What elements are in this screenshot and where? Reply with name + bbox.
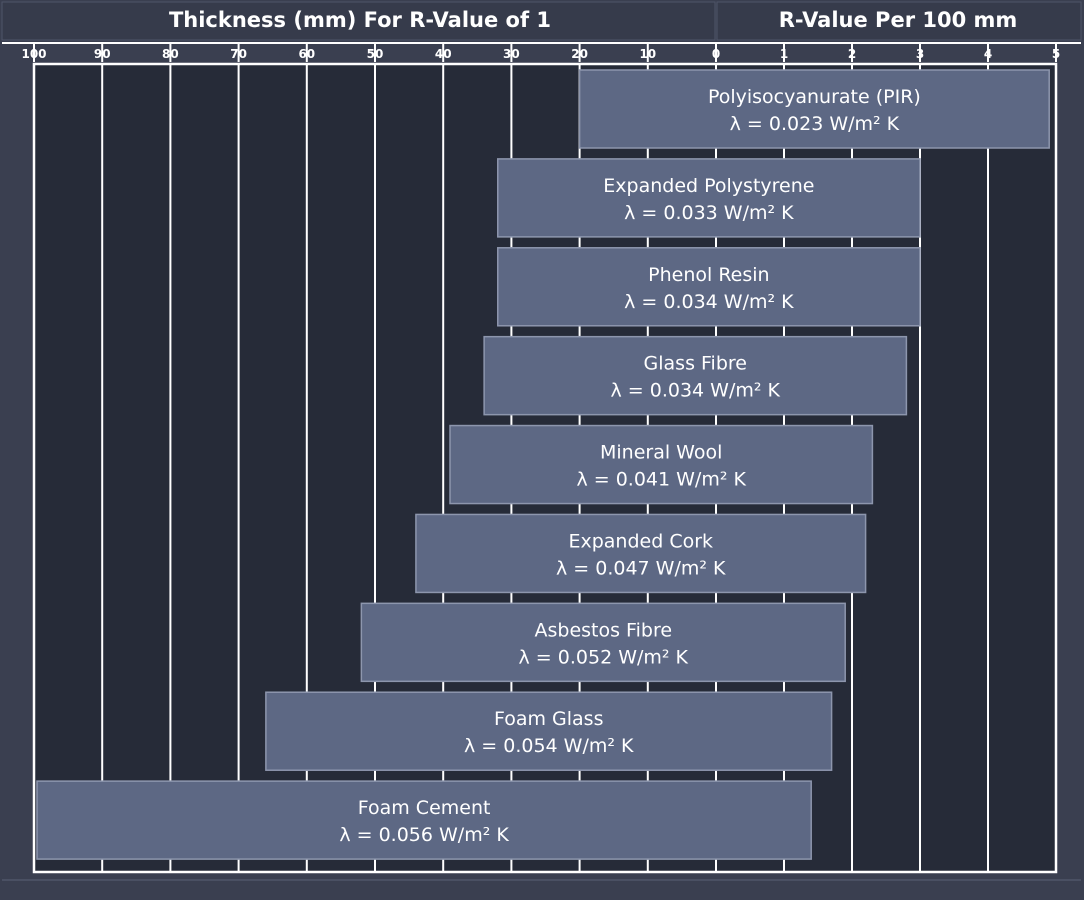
tick-label-left-50: 50: [367, 47, 384, 61]
tick-label-right-5: 5: [1052, 47, 1060, 61]
bar-label-material: Polyisocyanurate (PIR): [708, 86, 921, 108]
bar-group-6: Expanded Cork λ = 0.047 W/m² K: [415, 513, 867, 594]
bar-group-9: Foam Cement λ = 0.056 W/m² K: [36, 780, 812, 860]
tick-label-left-70: 70: [230, 47, 247, 61]
bar-group-8: Foam Glass λ = 0.054 W/m² K: [265, 691, 833, 771]
tick-label-right-1: 1: [780, 47, 788, 61]
bar-group-2: Expanded Polystyrene λ = 0.033 W/m² K: [497, 158, 921, 238]
bar-label-material: Phenol Resin: [648, 264, 769, 286]
bar-group-5: Mineral Wool λ = 0.041 W/m² K: [449, 424, 874, 505]
tick-rule: [2, 42, 1081, 44]
tick-label-left-20: 20: [571, 47, 588, 61]
bar-label-lambda: λ = 0.033 W/m² K: [624, 202, 794, 224]
bar: [578, 69, 1050, 149]
bar: [497, 247, 921, 327]
bar-label-lambda: λ = 0.034 W/m² K: [611, 380, 781, 402]
bar-label-material: Expanded Polystyrene: [603, 175, 814, 197]
tick-label-left-30: 30: [503, 47, 520, 61]
bar: [360, 602, 846, 683]
bar-label-lambda: λ = 0.052 W/m² K: [519, 646, 689, 668]
bar-label-lambda: λ = 0.056 W/m² K: [339, 824, 509, 846]
left-axis-title: Thickness (mm) For R-Value of 1: [169, 8, 551, 32]
bar: [415, 513, 867, 594]
tick-label-left-80: 80: [162, 47, 179, 61]
bar: [265, 691, 833, 771]
bar-label-lambda: λ = 0.034 W/m² K: [624, 291, 794, 313]
bar-group-3: Phenol Resin λ = 0.034 W/m² K: [497, 247, 921, 327]
bar-label-lambda: λ = 0.047 W/m² K: [556, 557, 726, 579]
bar-label-material: Asbestos Fibre: [535, 619, 673, 641]
bar: [497, 158, 921, 238]
bar: [483, 335, 908, 416]
tick-label-right-3: 3: [916, 47, 924, 61]
bar-label-material: Expanded Cork: [568, 530, 713, 552]
bar-label-material: Glass Fibre: [644, 353, 747, 375]
bar-group-4: Glass Fibre λ = 0.034 W/m² K: [483, 335, 908, 416]
tick-label-left-60: 60: [298, 47, 315, 61]
tick-label-left-90: 90: [94, 47, 111, 61]
bar-label-material: Mineral Wool: [600, 442, 722, 464]
tick-label-left-100: 100: [21, 47, 46, 61]
left-header-box: [1, 1, 716, 41]
bar: [36, 780, 812, 860]
tick-label-right-2: 2: [848, 47, 856, 61]
plot-border: [32, 62, 1058, 874]
bar-label-lambda: λ = 0.054 W/m² K: [464, 735, 634, 757]
right-axis-title: R-Value Per 100 mm: [779, 8, 1018, 32]
tick-label-left-40: 40: [435, 47, 452, 61]
tick-labels: 100 90 80 70 60 50 40 30 20 10 0 1 2 3 4 5: [21, 47, 1060, 61]
bottom-rule: [2, 879, 1081, 881]
tick-label-left-10: 10: [639, 47, 656, 61]
bar-group-1: Polyisocyanurate (PIR) λ = 0.023 W/m² K: [578, 69, 1050, 149]
bar-label-lambda: λ = 0.023 W/m² K: [730, 113, 900, 135]
bar: [449, 424, 874, 505]
bars: Polyisocyanurate (PIR) λ = 0.023 W/m² K Ex…: [36, 69, 1050, 860]
tick-label-left-0: 0: [712, 47, 720, 61]
tick-label-right-4: 4: [984, 47, 992, 61]
bar-label-material: Foam Cement: [358, 797, 491, 819]
right-header-box: [716, 1, 1082, 41]
bar-group-7: Asbestos Fibre λ = 0.052 W/m² K: [360, 602, 846, 683]
bar-label-lambda: λ = 0.041 W/m² K: [576, 469, 746, 491]
bar-label-material: Foam Glass: [494, 708, 604, 730]
